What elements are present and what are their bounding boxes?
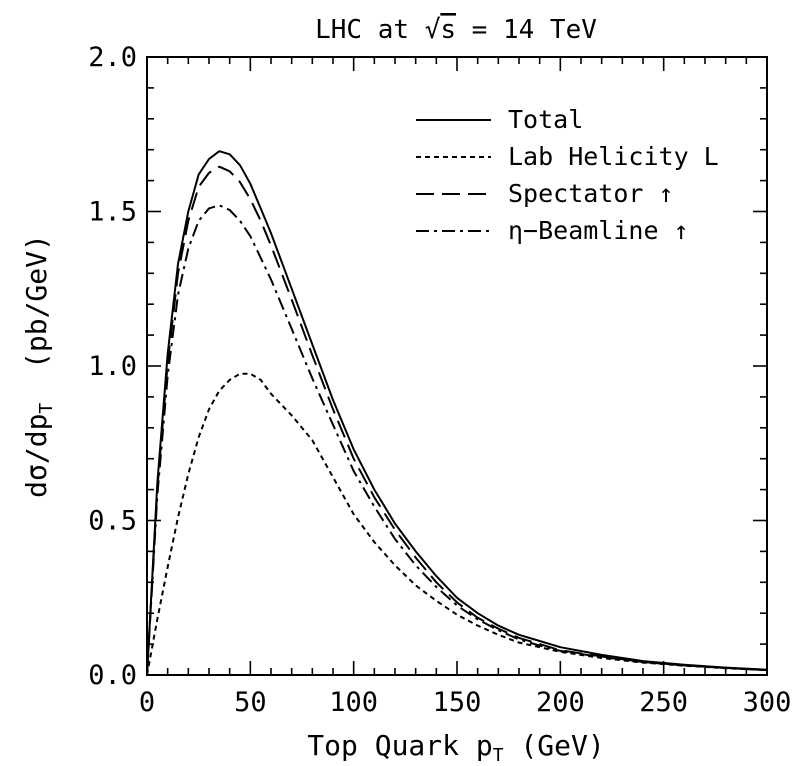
- x-tick-label: 0: [139, 687, 155, 718]
- x-axis-label: Top Quark pT (GeV): [307, 729, 604, 766]
- x-tick-label: 100: [329, 687, 378, 718]
- y-tick-label: 0.5: [88, 506, 137, 537]
- x-label-unit: (GeV): [504, 729, 605, 762]
- x-tick-label: 300: [743, 687, 792, 718]
- title-sqrt-symbol: √: [425, 15, 441, 45]
- legend-label: Spectator ↑: [508, 179, 674, 208]
- series-line-solid: [146, 150, 768, 676]
- legend-label: Total: [508, 105, 583, 134]
- x-label-main: Top Quark p: [307, 729, 492, 762]
- legend: Total Lab Helicity L Spectator ↑ η−Beamline…: [416, 105, 719, 245]
- y-tick-label: 1.5: [88, 197, 137, 228]
- y-tick-label: 0.0: [88, 660, 137, 691]
- title-prefix: LHC at: [315, 15, 425, 45]
- title-sqrt-arg: s: [440, 15, 456, 45]
- y-tick-labels: 0.0 0.5 1.0 1.5 2.0: [88, 42, 137, 691]
- x-tick-label: 150: [433, 687, 482, 718]
- x-tick-labels: 0 50 100 150 200 250 300: [139, 687, 792, 718]
- x-tick-label: 250: [639, 687, 688, 718]
- y-label-sub: T: [36, 403, 57, 414]
- series-line-dotted: [146, 372, 768, 676]
- x-tick-label: 200: [536, 687, 585, 718]
- y-label-unit: (pb/GeV): [20, 234, 53, 403]
- y-axis-label: dσ/dpT (pb/GeV): [20, 234, 57, 498]
- chart-title: LHC at √s = 14 TeV: [315, 15, 597, 45]
- y-label-main: dσ/dp: [20, 414, 53, 498]
- x-label-sub: T: [493, 745, 504, 766]
- series-line-dashdot: [146, 204, 768, 676]
- y-tick-label: 2.0: [88, 42, 137, 73]
- legend-label: η−Beamline ↑: [508, 216, 689, 245]
- legend-label: Lab Helicity L: [508, 142, 719, 171]
- title-suffix: = 14 TeV: [456, 15, 597, 45]
- series-line-dashed: [146, 165, 768, 676]
- x-tick-label: 50: [234, 687, 267, 718]
- series-group: [146, 150, 768, 676]
- y-tick-label: 1.0: [88, 351, 137, 382]
